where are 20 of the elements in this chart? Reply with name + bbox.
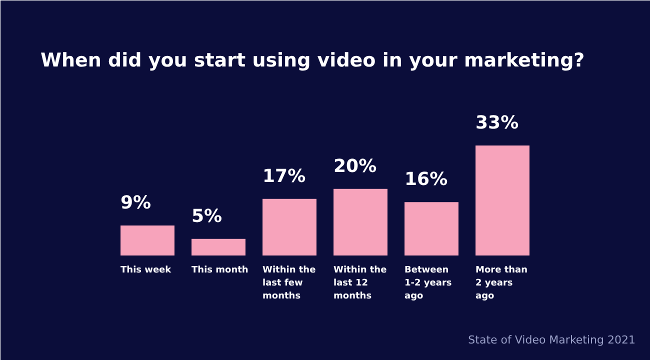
x-tick-label: Between 1-2 years ago [404, 266, 452, 302]
data-label: 9% [120, 192, 152, 214]
data-label: 17% [262, 166, 306, 187]
data-label: 33% [476, 112, 519, 134]
bar [476, 146, 530, 256]
bar [120, 226, 174, 256]
bar [334, 188, 388, 256]
x-tick-label: Within the last few months [262, 266, 316, 302]
bar [404, 202, 458, 256]
data-label: 5% [192, 206, 222, 227]
bar [192, 238, 246, 256]
x-tick-label: This week [120, 266, 172, 276]
chart-title: When did you start using video in your marketing? [40, 50, 585, 72]
bar [262, 198, 316, 256]
data-label: 20% [334, 156, 377, 177]
x-tick-label: This month [192, 266, 248, 276]
data-label: 16% [404, 169, 448, 190]
x-tick-label: Within the last 12 months [334, 266, 387, 302]
x-tick-label: More than 2 years ago [476, 266, 528, 302]
text: State of Video Marketing 2021 [468, 334, 636, 346]
